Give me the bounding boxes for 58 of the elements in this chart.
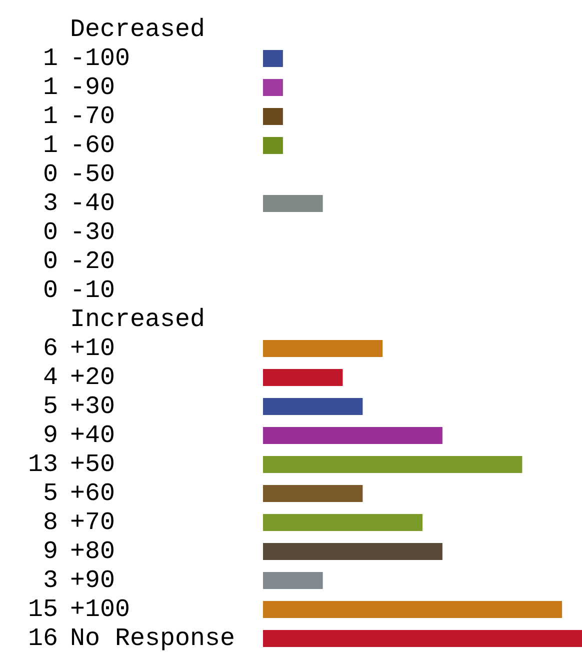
- y-tick-label: +30: [70, 392, 116, 422]
- data-label: 3: [42, 566, 58, 596]
- y-tick-label: -20: [70, 247, 116, 276]
- y-tick-label: -50: [70, 160, 116, 190]
- bar: [263, 137, 283, 154]
- y-tick-label: +100: [70, 595, 130, 624]
- bar: [263, 195, 323, 212]
- data-label: 4: [42, 363, 58, 392]
- data-label: 1: [42, 131, 58, 160]
- bar: [263, 427, 442, 444]
- y-tick-label: -70: [70, 102, 116, 132]
- bar: [263, 601, 562, 618]
- y-tick-label: +70: [70, 508, 116, 538]
- data-label: 9: [42, 421, 58, 450]
- data-label: 6: [42, 334, 58, 364]
- y-tick-label: -60: [70, 131, 116, 160]
- bar: [263, 340, 383, 357]
- data-label: 1: [42, 44, 58, 74]
- y-tick-label: +60: [70, 479, 116, 508]
- bar: [263, 543, 442, 560]
- y-tick-label: -30: [70, 218, 116, 248]
- data-label: 13: [28, 450, 58, 480]
- data-label: 0: [42, 247, 58, 276]
- data-label: 1: [42, 102, 58, 132]
- y-tick-label: -100: [70, 44, 130, 74]
- bar: [263, 369, 343, 386]
- data-label: 8: [42, 508, 58, 538]
- bar: [263, 398, 363, 415]
- data-label: 5: [42, 479, 58, 508]
- bar: [263, 50, 283, 67]
- y-tick-label: +90: [70, 566, 116, 596]
- y-tick-label: Increased: [70, 305, 206, 334]
- bar: [263, 630, 582, 647]
- bar: [263, 79, 283, 96]
- y-tick-label: Decreased: [70, 15, 206, 44]
- data-label: 9: [42, 537, 58, 566]
- y-tick-label: -40: [70, 189, 116, 218]
- bar: [263, 514, 422, 531]
- bar: [263, 108, 283, 125]
- data-label: 3: [42, 189, 58, 218]
- y-tick-label: +10: [70, 334, 116, 364]
- y-tick-label: +40: [70, 421, 116, 450]
- y-tick-label: +50: [70, 450, 116, 480]
- data-label: 0: [42, 160, 58, 190]
- data-label: 1: [42, 73, 58, 102]
- data-label: 0: [42, 276, 58, 306]
- data-label: 16: [28, 624, 58, 654]
- bar: [263, 485, 363, 502]
- data-label: 0: [42, 218, 58, 248]
- y-tick-label: -90: [70, 73, 116, 102]
- data-label: 15: [28, 595, 58, 624]
- y-tick-label: -10: [70, 276, 116, 306]
- bar: [263, 572, 323, 589]
- y-tick-label: No Response: [70, 624, 236, 654]
- y-tick-label: +20: [70, 363, 116, 392]
- y-tick-label: +80: [70, 537, 116, 566]
- bar: [263, 456, 522, 473]
- data-label: 5: [42, 392, 58, 422]
